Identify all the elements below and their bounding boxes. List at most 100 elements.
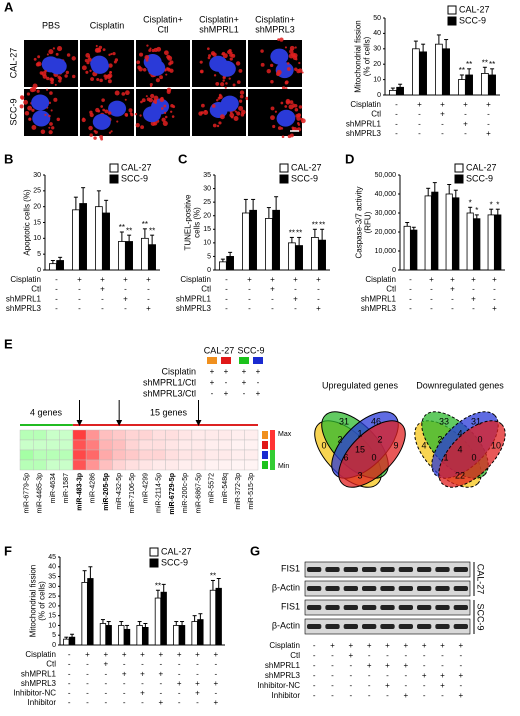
band	[398, 586, 413, 591]
treatment-sign: -	[386, 691, 389, 700]
band	[380, 605, 395, 610]
mitochondria	[203, 110, 209, 116]
treatment-name: Cisplatin	[25, 650, 56, 659]
treatment-sign: -	[386, 651, 389, 660]
treatment-sign: +	[471, 294, 476, 303]
treatment-sign: -	[178, 660, 181, 669]
treatment-name: shMPRL1	[6, 294, 42, 303]
heatmap-cell	[33, 459, 47, 471]
mitochondria	[135, 123, 140, 128]
mitochondria	[57, 46, 63, 52]
venn-count: 3	[357, 470, 362, 480]
heatmap-cell	[138, 439, 153, 451]
panel-label: F	[4, 543, 12, 558]
mitochondria	[31, 108, 35, 112]
group-label: CAL-27	[476, 564, 486, 595]
heatmap-cell	[46, 439, 60, 451]
treatment-sign: -	[331, 691, 334, 700]
heatmap-cell	[152, 449, 166, 461]
treatment-sign: +	[256, 367, 261, 376]
band	[453, 586, 468, 591]
mitochondria	[134, 112, 138, 116]
treatment-sign: -	[317, 294, 320, 303]
mitochondria	[240, 113, 245, 117]
y-axis-label: Mitochondrial fission	[353, 20, 362, 92]
y-tick-label: 10	[203, 240, 211, 247]
treatment-sign: +	[103, 660, 108, 669]
treatment-sign: -	[248, 285, 251, 294]
treatment-sign: -	[68, 689, 71, 698]
y-tick-label: 30	[203, 185, 211, 192]
treatment-sign: +	[158, 698, 163, 707]
treatment-sign: +	[440, 671, 445, 680]
venn-count: 22	[455, 470, 465, 480]
mitochondria	[108, 63, 113, 68]
treatment-sign: -	[55, 275, 58, 284]
panel-label: E	[4, 336, 13, 351]
heatmap-cell	[244, 459, 259, 471]
treatment-sign: -	[294, 285, 297, 294]
mitochondria	[233, 115, 239, 121]
row-label: SCC-9	[8, 98, 18, 125]
mitochondria	[281, 135, 285, 139]
mitochondria	[200, 111, 204, 115]
group-label: CAL-27	[204, 345, 235, 355]
treatment-sign: -	[196, 698, 199, 707]
nucleus	[48, 58, 67, 75]
mitochondria	[46, 76, 50, 81]
mitochondria	[275, 71, 281, 77]
heatmap-cell	[46, 459, 60, 471]
treatment-sign: -	[464, 110, 467, 119]
nucleus	[31, 94, 50, 111]
treatment-sign: -	[418, 129, 421, 138]
treatment-sign: -	[78, 294, 81, 303]
mitochondria	[89, 69, 92, 72]
treatment-sign: -	[331, 671, 334, 680]
legend-label: SCC-9	[161, 557, 188, 567]
venn-count: 1	[357, 428, 362, 438]
treatment-name: Inhibitor-NC	[257, 681, 300, 690]
heatmap-cell	[204, 449, 219, 461]
mitochondria	[40, 129, 46, 134]
treatment-sign: -	[86, 669, 89, 678]
heatmap-cell	[204, 439, 219, 451]
y-tick-label: 0	[207, 267, 211, 274]
treatment-sign: +	[458, 691, 463, 700]
heatmap-cell	[85, 429, 100, 441]
mitochondria	[260, 49, 264, 53]
treatment-sign: -	[331, 681, 334, 690]
legend-swatch	[109, 163, 119, 173]
mitochondria	[46, 53, 49, 56]
mitochondria	[108, 131, 112, 134]
mitochondria	[28, 117, 32, 121]
heatmap-cell	[191, 429, 206, 441]
mitochondria	[104, 109, 109, 114]
band	[307, 586, 322, 591]
y-tick-label: 50,000	[375, 172, 397, 179]
heatmap-cell	[46, 429, 60, 441]
venn-count: 2	[377, 434, 382, 444]
treatment-name: Ctl	[31, 285, 41, 294]
treatment-sign: -	[147, 294, 150, 303]
treatment-sign: -	[395, 119, 398, 128]
mitochondria	[142, 68, 147, 72]
treatment-sign: -	[225, 378, 228, 387]
significance: **	[119, 223, 125, 232]
heatmap-cell	[125, 439, 140, 451]
heatmap-cell	[178, 449, 193, 461]
venn-count: 10	[491, 440, 501, 450]
band	[325, 586, 340, 591]
mitochondria	[236, 111, 241, 116]
treatment-sign: -	[395, 100, 398, 109]
heatmap-cell	[204, 459, 219, 471]
treatment-sign: +	[77, 275, 82, 284]
heatmap-cell	[218, 439, 232, 451]
bar	[105, 625, 112, 646]
heatmap-cell	[191, 439, 206, 451]
bar	[197, 619, 204, 646]
treatment-sign: -	[423, 651, 426, 660]
treatment-sign: -	[317, 285, 320, 294]
treatment-name: Inhibitor-NC	[13, 689, 56, 698]
mitochondria	[207, 56, 211, 60]
